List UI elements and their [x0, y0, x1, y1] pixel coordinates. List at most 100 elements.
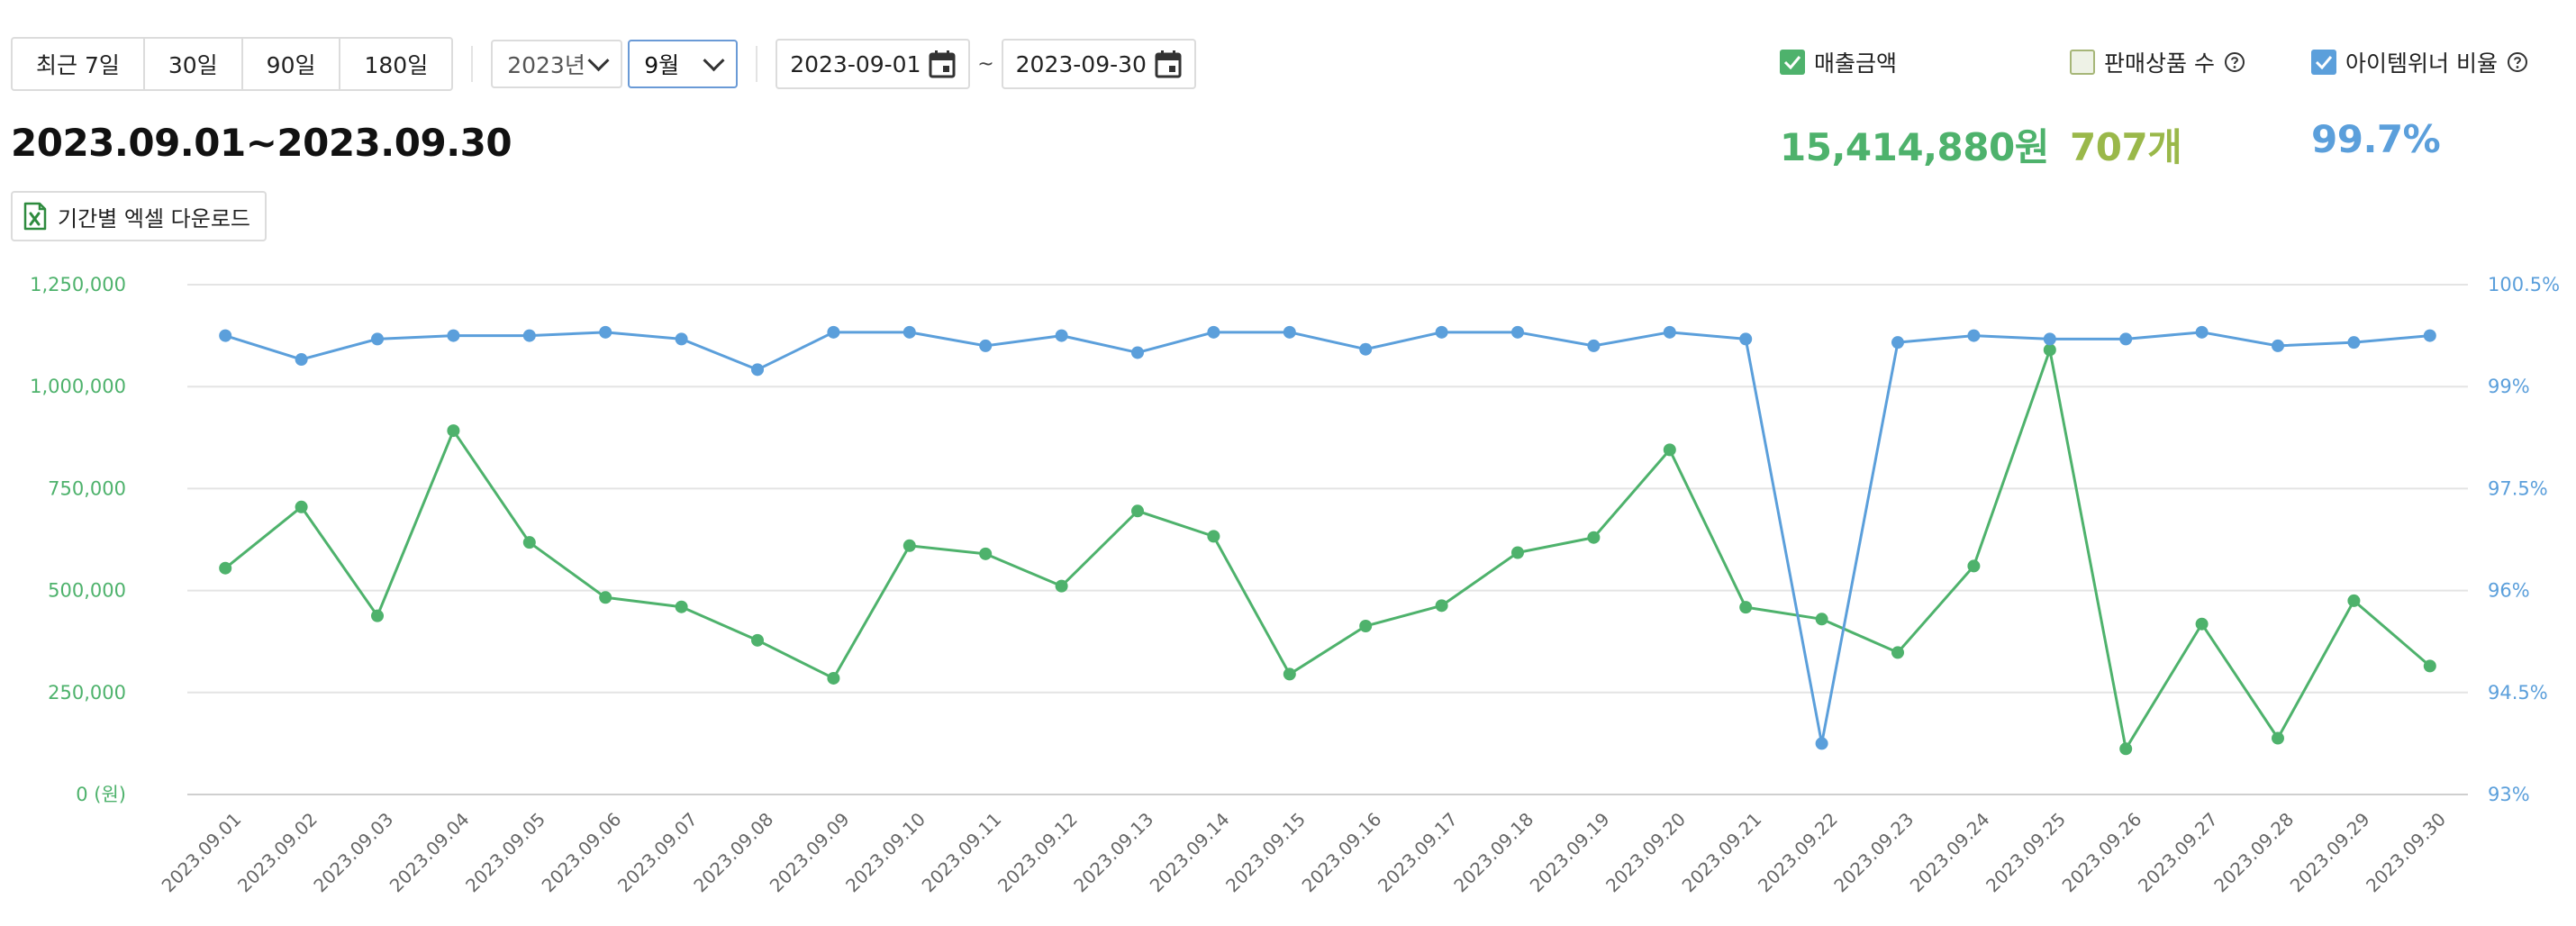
item-winner-label: 아이템위너 비율	[2345, 50, 2498, 77]
data-point	[2272, 731, 2284, 745]
data-point	[371, 332, 384, 346]
excel-download-button[interactable]: 기간별 엑셀 다운로드	[11, 191, 267, 241]
data-point	[2195, 617, 2209, 631]
x-tick-label: 2023.09.16	[1298, 808, 1386, 896]
data-point	[219, 561, 232, 575]
data-point	[1055, 579, 1068, 593]
data-point	[1663, 443, 1676, 457]
x-tick-label: 2023.09.19	[1526, 808, 1614, 896]
items-sold-value: 707개	[2070, 125, 2182, 169]
data-point	[2195, 325, 2209, 339]
year-select-value: 2023년	[507, 52, 585, 78]
data-point	[1435, 325, 1448, 339]
x-tick-label: 2023.09.25	[1982, 808, 2070, 896]
data-point	[903, 539, 916, 552]
data-point	[599, 325, 612, 339]
x-tick-label: 2023.09.14	[1146, 808, 1234, 896]
toolbar-divider	[756, 46, 758, 82]
x-tick-label: 2023.09.08	[689, 808, 777, 896]
data-point	[2347, 336, 2361, 350]
y-right-tick-label: 100.5%	[2488, 274, 2560, 295]
x-tick-label: 2023.09.17	[1374, 808, 1462, 896]
x-tick-label: 2023.09.24	[1906, 808, 1994, 896]
month-select-value: 9월	[644, 52, 680, 78]
data-point	[1739, 332, 1753, 346]
x-tick-label: 2023.09.28	[2209, 808, 2298, 896]
date-range-separator: ~	[977, 52, 994, 76]
x-tick-label: 2023.09.23	[1829, 808, 1918, 896]
data-point	[827, 671, 840, 685]
x-tick-label: 2023.09.05	[461, 808, 549, 896]
data-point	[1663, 325, 1676, 339]
start-date-value: 2023-09-01	[790, 50, 921, 77]
end-date-value: 2023-09-30	[1015, 50, 1147, 77]
x-tick-label: 2023.09.20	[1601, 808, 1690, 896]
sales-amount-checkbox[interactable]	[1780, 50, 1805, 75]
data-point	[827, 325, 840, 339]
help-icon[interactable]	[2507, 51, 2528, 73]
data-point	[1815, 737, 1828, 750]
metric-sales-amount: 매출금액 15,414,880원	[1780, 47, 2049, 169]
excel-download-label: 기간별 엑셀 다운로드	[58, 205, 250, 232]
data-point	[2423, 659, 2436, 673]
data-point	[979, 547, 993, 560]
y-right-tick-label: 94.5%	[2488, 682, 2548, 704]
y-left-tick-label: 1,000,000	[30, 376, 126, 397]
data-point	[903, 325, 916, 339]
y-right-tick-label: 93%	[2488, 784, 2530, 805]
item-winner-checkbox[interactable]	[2311, 50, 2336, 75]
x-tick-label: 2023.09.15	[1221, 808, 1310, 896]
y-right-tick-label: 97.5%	[2488, 477, 2548, 499]
y-left-tick-label: 750,000	[48, 477, 126, 499]
range-180d-button[interactable]: 180일	[364, 52, 429, 78]
data-point	[1283, 667, 1296, 681]
data-point	[599, 591, 612, 604]
x-tick-label: 2023.09.29	[2286, 808, 2374, 896]
x-tick-label: 2023.09.21	[1678, 808, 1766, 896]
check-icon	[2315, 56, 2333, 69]
y-left-tick-label: 0 (원)	[76, 784, 126, 805]
data-point	[675, 600, 688, 613]
data-point	[1435, 599, 1448, 613]
month-select[interactable]: 9월	[628, 40, 739, 88]
data-point	[295, 353, 308, 367]
y-left-tick-label: 250,000	[48, 682, 126, 704]
metric-item-winner-ratio: 아이템위너 비율 99.7%	[2311, 47, 2528, 161]
chevron-down-icon	[703, 49, 725, 71]
range-7d-button[interactable]: 최근 7일	[13, 39, 145, 89]
data-point	[1207, 530, 1220, 543]
y-right-tick-label: 96%	[2488, 580, 2530, 602]
year-select[interactable]: 2023년	[491, 40, 623, 88]
x-tick-label: 2023.09.18	[1449, 808, 1537, 896]
x-tick-label: 2023.09.01	[158, 808, 246, 896]
data-point	[1055, 329, 1068, 342]
data-point	[447, 424, 460, 438]
data-point	[1891, 646, 1904, 659]
y-right-tick-label: 99%	[2488, 376, 2530, 397]
data-point	[2119, 742, 2133, 756]
help-icon[interactable]	[2224, 51, 2245, 73]
date-toolbar: 최근 7일 30일 90일 180일 2023년 9월 2023-09-01 ~…	[11, 37, 1196, 91]
range-90d-button[interactable]: 90일	[243, 39, 341, 89]
series-line	[224, 331, 2430, 745]
data-point	[1207, 325, 1220, 339]
data-point	[295, 500, 308, 513]
data-point	[522, 329, 536, 342]
data-point	[751, 633, 764, 647]
data-point	[1131, 346, 1144, 359]
data-point	[979, 339, 993, 352]
calendar-icon[interactable]	[929, 50, 956, 78]
metric-items-sold: 판매상품 수 707개	[2070, 47, 2245, 169]
data-point	[1131, 504, 1144, 518]
calendar-icon[interactable]	[1155, 50, 1182, 78]
items-sold-checkbox[interactable]	[2070, 50, 2095, 75]
range-30d-button[interactable]: 30일	[145, 39, 243, 89]
toolbar-divider	[471, 46, 474, 82]
data-point	[1283, 325, 1296, 339]
period-title: 2023.09.01~2023.09.30	[11, 121, 512, 165]
x-tick-label: 2023.09.06	[538, 808, 626, 896]
end-date-input[interactable]: 2023-09-30	[1001, 39, 1196, 89]
start-date-input[interactable]: 2023-09-01	[776, 39, 971, 89]
x-tick-label: 2023.09.12	[993, 808, 1082, 896]
data-point	[1359, 342, 1373, 356]
